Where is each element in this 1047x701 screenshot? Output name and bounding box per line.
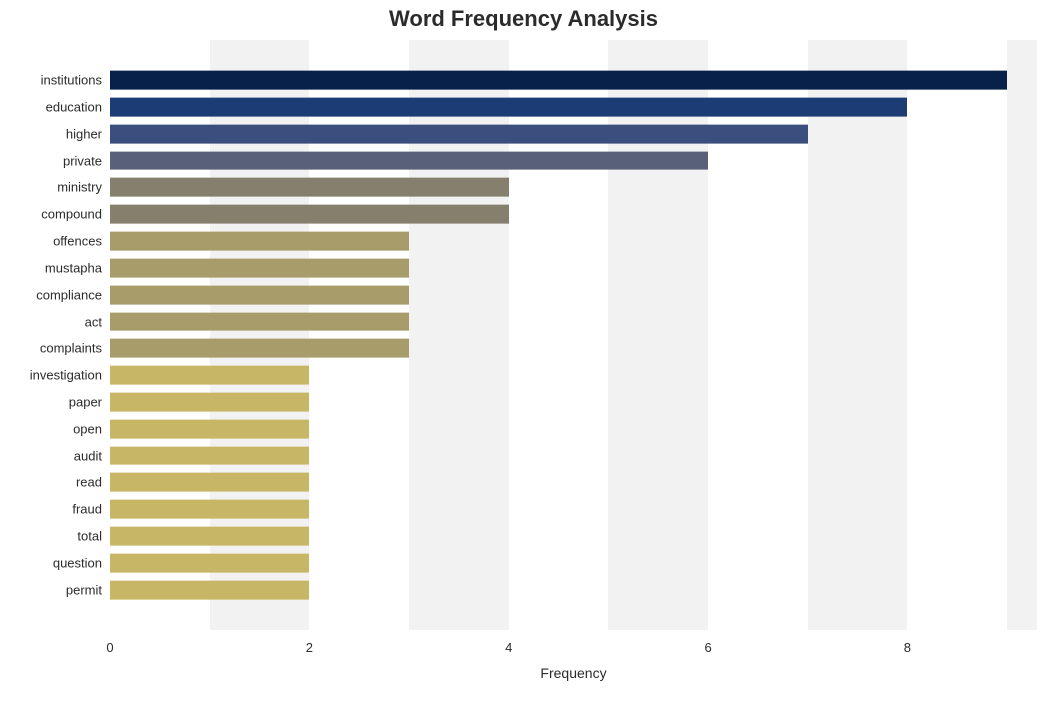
bar xyxy=(110,580,309,599)
word-frequency-chart: Word Frequency Analysis institutionseduc… xyxy=(0,0,1047,701)
y-tick-label: complaints xyxy=(40,341,110,356)
bar-row: audit xyxy=(110,442,1037,469)
y-tick-label: higher xyxy=(66,126,110,141)
y-tick-label: permit xyxy=(66,582,110,597)
bar xyxy=(110,446,309,465)
bar xyxy=(110,124,808,143)
bar xyxy=(110,554,309,573)
x-tick-label: 6 xyxy=(704,640,711,655)
bar-row: education xyxy=(110,94,1037,121)
chart-title: Word Frequency Analysis xyxy=(0,6,1047,32)
plot-area: institutionseducationhigherprivateminist… xyxy=(110,40,1037,650)
bar xyxy=(110,419,309,438)
y-tick-label: compliance xyxy=(36,287,110,302)
bar xyxy=(110,151,708,170)
bar xyxy=(110,178,509,197)
y-tick-label: compound xyxy=(41,207,110,222)
bar-row: ministry xyxy=(110,174,1037,201)
bar-row: compound xyxy=(110,201,1037,228)
x-tick-label: 8 xyxy=(904,640,911,655)
bar xyxy=(110,500,309,519)
bar-row: paper xyxy=(110,389,1037,416)
bar-row: offences xyxy=(110,228,1037,255)
bar xyxy=(110,393,309,412)
bars-region: institutionseducationhigherprivateminist… xyxy=(110,40,1037,630)
bar-row: higher xyxy=(110,120,1037,147)
bar xyxy=(110,259,409,278)
bar xyxy=(110,232,409,251)
y-tick-label: act xyxy=(85,314,110,329)
bar-row: private xyxy=(110,147,1037,174)
y-tick-label: fraud xyxy=(72,502,110,517)
y-tick-label: mustapha xyxy=(45,260,110,275)
bar-row: permit xyxy=(110,576,1037,603)
bar-row: investigation xyxy=(110,362,1037,389)
bar xyxy=(110,339,409,358)
bar xyxy=(110,285,409,304)
bar xyxy=(110,527,309,546)
bar xyxy=(110,98,907,117)
bar-row: institutions xyxy=(110,67,1037,94)
x-tick-label: 2 xyxy=(306,640,313,655)
y-tick-label: private xyxy=(63,153,110,168)
bar-row: read xyxy=(110,469,1037,496)
bar xyxy=(110,71,1007,90)
y-tick-label: open xyxy=(73,421,110,436)
y-tick-label: question xyxy=(53,555,110,570)
bar xyxy=(110,205,509,224)
bar-row: total xyxy=(110,523,1037,550)
y-tick-label: education xyxy=(46,100,110,115)
y-tick-label: institutions xyxy=(41,73,110,88)
bar-row: act xyxy=(110,308,1037,335)
bar-row: mustapha xyxy=(110,255,1037,282)
bar xyxy=(110,473,309,492)
bar-row: compliance xyxy=(110,281,1037,308)
x-tick-label: 4 xyxy=(505,640,512,655)
bar-row: open xyxy=(110,415,1037,442)
bar-row: fraud xyxy=(110,496,1037,523)
x-axis-title: Frequency xyxy=(110,665,1037,681)
x-tick-label: 0 xyxy=(106,640,113,655)
y-tick-label: ministry xyxy=(57,180,110,195)
y-tick-label: audit xyxy=(74,448,110,463)
y-tick-label: total xyxy=(77,529,110,544)
y-tick-label: investigation xyxy=(30,368,110,383)
y-tick-label: read xyxy=(76,475,110,490)
bar-row: question xyxy=(110,550,1037,577)
bar xyxy=(110,366,309,385)
bar-row: complaints xyxy=(110,335,1037,362)
y-tick-label: offences xyxy=(53,234,110,249)
bar xyxy=(110,312,409,331)
y-tick-label: paper xyxy=(69,395,110,410)
